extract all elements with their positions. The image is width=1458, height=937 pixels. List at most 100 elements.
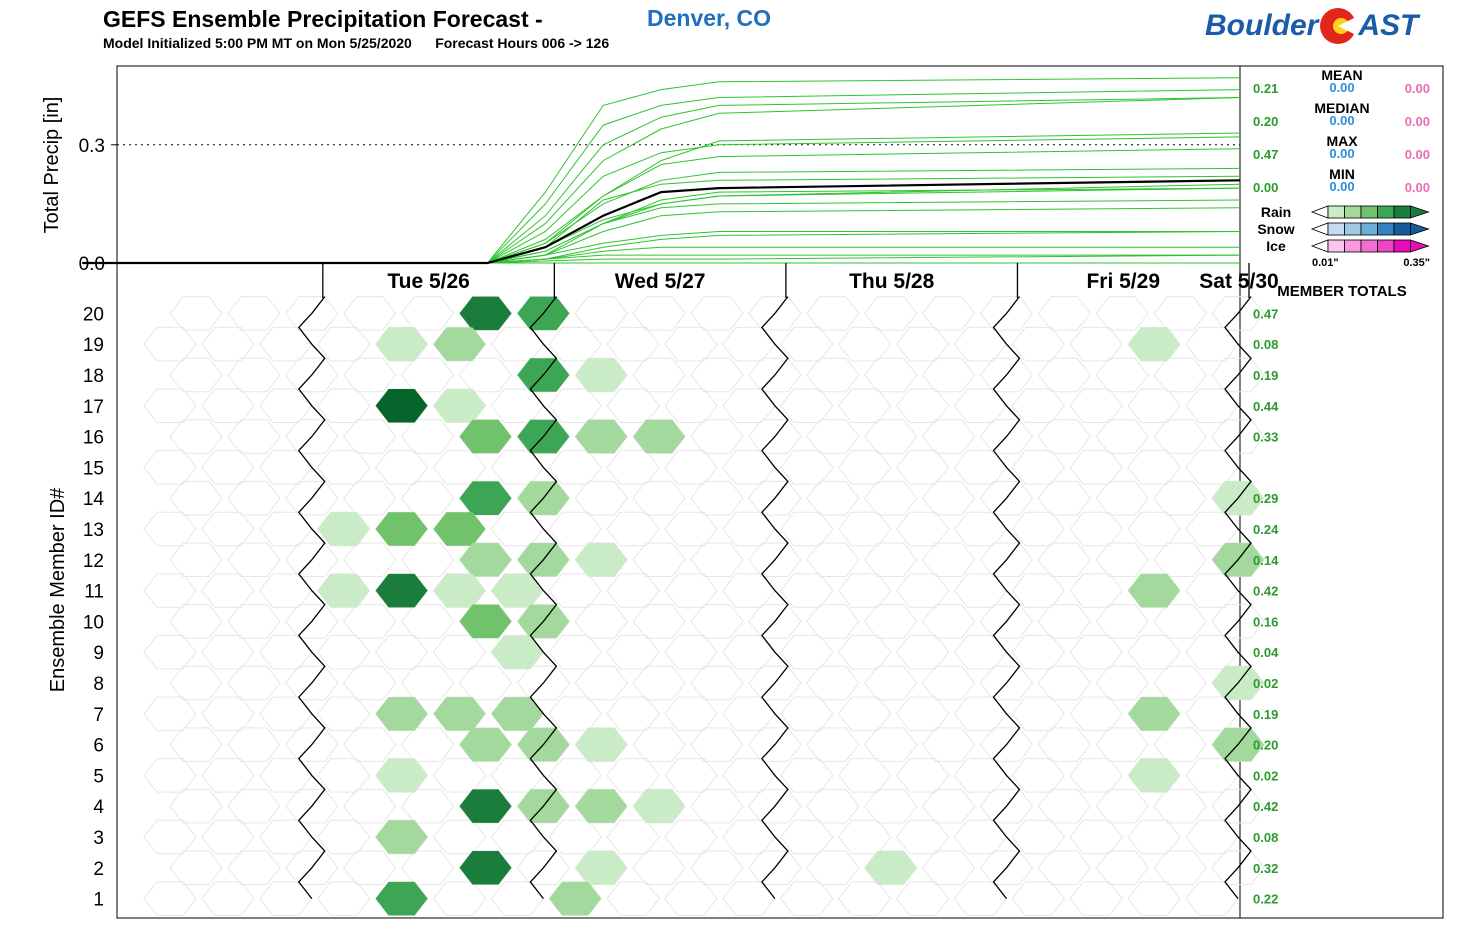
precip-hex-m1-h42 [375,881,428,916]
grid-hex [632,850,686,885]
grid-hex [632,480,686,516]
stat-ice-value: 0.00 [1405,81,1430,96]
grid-hex [548,758,602,793]
member-curve-14 [82,148,1241,264]
grid-hex [285,665,339,701]
stat-rain-value: 0.00 [1253,180,1278,195]
grid-hex [864,542,918,577]
member-id-label: 18 [83,366,104,387]
grid-hex [1095,788,1149,824]
chart-subtitle: Model Initialized 5:00 PM MT on Mon 5/25… [103,35,609,51]
bouldercast-logo: Boulder AST [1205,6,1418,50]
grid-hex [722,758,776,793]
grid-hex [953,511,1008,547]
precip-hex-m11-h36 [317,573,370,608]
grid-hex [227,727,281,762]
grid-hex [979,357,1034,393]
precip-hex-m11-h48 [433,573,486,608]
bottom-y-axis-label: Ensemble Member ID# [47,487,69,692]
scale-arrow-high [1410,222,1430,236]
grid-hex [1011,819,1065,855]
grid-hex [1037,542,1091,577]
grid-hex [169,727,223,762]
grid-hex [143,696,197,732]
grid-hex [201,881,255,916]
grid-hex [690,788,744,824]
grid-hex [343,296,397,331]
precip-hex-m9-h54 [491,635,544,669]
member-hexbin-panel: Tue 5/26 Wed 5/27 Thu 5/28 Fri 5/29 Sat 5/30… [47,263,1279,916]
grid-hex [664,696,718,732]
grid-hex [343,542,397,577]
grid-hex [748,542,802,577]
grid-hex [806,727,860,762]
grid-hex [1037,357,1091,393]
grid-hex [1095,727,1149,762]
scale-swatch [1393,222,1411,236]
grid-hex [343,850,397,885]
grid-hex [690,296,744,331]
precip-hex-m11-h120 [1128,573,1181,608]
grid-hex [227,357,281,393]
grid-hex [838,511,892,547]
scale-swatch [1344,205,1362,219]
grid-hex [143,819,197,855]
member-id-label: 10 [83,612,104,633]
grid-hex [490,819,545,855]
grid-hex [664,758,718,793]
member-total-label: 0.44 [1253,399,1279,414]
grid-hex [169,665,223,701]
grid-hex [317,388,371,423]
day-separator-3 [761,296,789,899]
grid-hex [1185,696,1239,732]
day-separator-1 [297,296,326,899]
member-total-label: 0.42 [1253,799,1278,814]
grid-hex [143,326,197,362]
grid-hex [400,296,455,331]
grid-hex [632,296,686,331]
grid-hex [690,604,744,639]
grid-hex [227,296,281,331]
grid-hex [979,788,1034,824]
grid-hex [690,357,744,393]
grid-hex [400,727,455,762]
grid-hex [169,419,223,454]
grid-hex [838,388,892,423]
member-id-label: 13 [83,520,104,541]
scale-swatch [1393,239,1411,253]
grid-hex [201,326,255,362]
grid-hex [979,604,1034,639]
grid-hex [838,634,892,670]
stat-snow-value: 0.00 [1329,80,1354,95]
grid-hex [748,296,802,331]
grid-hex [632,727,686,762]
grid-hex [432,758,487,793]
grid-hex [432,881,487,916]
stat-ice-value: 0.00 [1405,180,1430,195]
grid-hex [400,419,455,454]
precip-hex-m10-h48 [459,604,512,639]
grid-hex [780,573,834,608]
y-tick-label: 0.0 [79,254,105,275]
grid-hex [606,881,660,916]
grid-hex [921,296,976,331]
scale-label-snow: Snow [1257,221,1294,237]
grid-hex [1153,665,1207,701]
grid-hex [285,480,339,516]
grid-hex [953,450,1008,485]
grid-hex [458,357,513,393]
stat-name: MEDIAN [1314,100,1369,116]
colorado-c-icon [1320,8,1359,44]
grid-hex [285,727,339,762]
grid-hex [1211,419,1265,454]
member-total-label: 0.14 [1253,553,1279,568]
grid-hex [259,819,313,855]
member-total-label: 0.16 [1253,614,1278,629]
precip-hex-m11-h54 [491,573,544,608]
grid-hex [1153,296,1207,331]
grid-hex [690,542,744,577]
grid-hex [780,450,834,485]
precip-hex-m2-h60 [575,851,628,885]
precip-hex-m17-h42 [375,389,428,423]
grid-hex [1185,881,1239,916]
